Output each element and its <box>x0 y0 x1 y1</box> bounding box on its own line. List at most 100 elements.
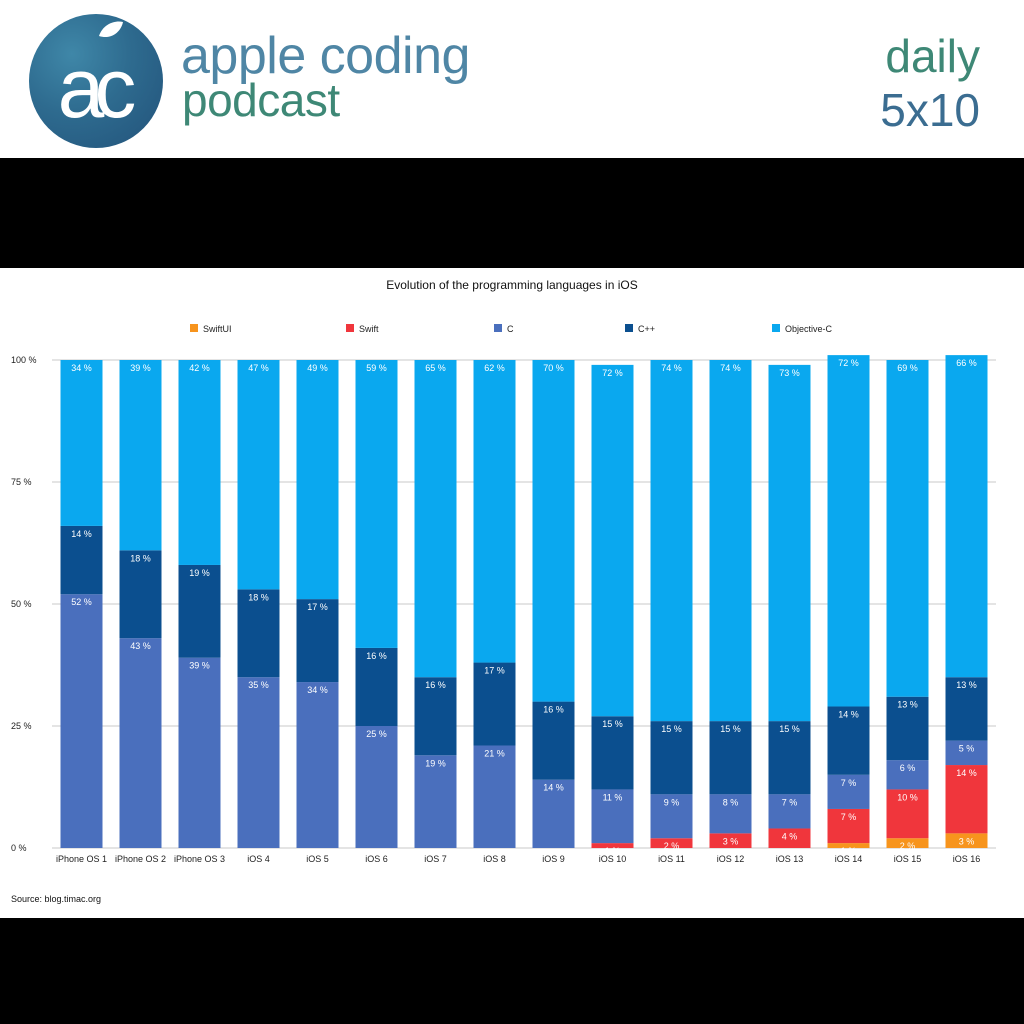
bar-segment-cpp <box>414 677 457 756</box>
bar-segment-c <box>532 779 575 848</box>
data-label-swift: 4 % <box>782 831 798 841</box>
data-label-c: 52 % <box>71 597 92 607</box>
data-label-c: 19 % <box>425 758 446 768</box>
x-tick-label: iPhone OS 2 <box>115 854 166 864</box>
bar-segment-cpp <box>591 716 634 790</box>
y-tick-label: 75 % <box>11 477 32 487</box>
y-tick-label: 0 % <box>11 843 27 853</box>
data-label-swift: 2 % <box>664 841 680 851</box>
bar-segment-cpp <box>473 662 516 746</box>
data-label-cpp: 15 % <box>661 724 682 734</box>
data-label-c: 8 % <box>723 797 739 807</box>
data-label-objective-c: 34 % <box>71 363 92 373</box>
data-label-swiftui: 2 % <box>900 841 916 851</box>
bar-segment-swift <box>768 828 811 848</box>
bar-segment-cpp <box>827 706 870 775</box>
black-band-bottom <box>0 918 1024 1024</box>
data-label-cpp: 14 % <box>838 709 859 719</box>
bar-segment-objective-c <box>886 360 929 697</box>
podcast-logo: ac <box>29 14 163 148</box>
data-label-objective-c: 65 % <box>425 363 446 373</box>
x-tick-label: iOS 6 <box>365 854 388 864</box>
x-tick-label: iOS 10 <box>599 854 627 864</box>
data-label-c: 43 % <box>130 641 151 651</box>
y-tick-label: 25 % <box>11 721 32 731</box>
x-tick-label: iOS 11 <box>658 854 685 864</box>
data-label-c: 7 % <box>841 778 857 788</box>
x-tick-label: iOS 12 <box>717 854 745 864</box>
data-label-objective-c: 49 % <box>307 363 328 373</box>
bar-segment-swiftui <box>886 838 929 848</box>
bar-segment-cpp <box>296 599 339 683</box>
bar-segment-swift <box>945 765 988 834</box>
data-label-c: 21 % <box>484 749 505 759</box>
bar-segment-objective-c <box>296 360 339 600</box>
legend-swatch-cpp <box>625 324 633 332</box>
bar-segment-cpp <box>709 721 752 795</box>
data-label-swiftui: 3 % <box>959 836 975 846</box>
bar-segment-objective-c <box>591 364 634 717</box>
data-label-swift: 7 % <box>841 812 857 822</box>
data-label-c: 39 % <box>189 661 210 671</box>
bar-segment-objective-c <box>237 360 280 590</box>
bar-segment-swift <box>650 838 693 848</box>
data-label-cpp: 17 % <box>484 666 505 676</box>
data-label-cpp: 16 % <box>543 705 564 715</box>
podcast-header: ac apple coding podcast daily 5x10 <box>0 0 1024 158</box>
data-label-c: 11 % <box>603 792 623 802</box>
bar-segment-c <box>591 789 634 844</box>
data-label-cpp: 14 % <box>71 529 92 539</box>
data-label-cpp: 13 % <box>897 700 918 710</box>
data-label-objective-c: 73 % <box>779 368 800 378</box>
data-label-swift: 14 % <box>956 768 977 778</box>
bar-segment-c <box>827 774 870 809</box>
bar-segment-cpp <box>886 696 929 761</box>
brand-subtitle: podcast <box>182 74 340 126</box>
x-tick-label: iOS 16 <box>953 854 981 864</box>
data-label-swift: 1 % <box>605 846 621 856</box>
series-count: 5x10 <box>880 84 980 136</box>
legend-swatch-swiftui <box>190 324 198 332</box>
data-label-cpp: 15 % <box>779 724 800 734</box>
bar-segment-c <box>650 794 693 839</box>
data-label-objective-c: 66 % <box>956 358 977 368</box>
x-tick-label: iPhone OS 3 <box>174 854 225 864</box>
bar-segment-swift <box>591 843 634 848</box>
data-label-cpp: 19 % <box>189 568 210 578</box>
logo-lettering: ac <box>58 41 135 135</box>
bar-segment-objective-c <box>768 364 811 722</box>
x-tick-label: iOS 13 <box>776 854 804 864</box>
data-label-cpp: 17 % <box>307 602 328 612</box>
legend-swatch-swift <box>346 324 354 332</box>
bar-segment-objective-c <box>945 355 988 678</box>
bar-segment-objective-c <box>650 360 693 722</box>
data-label-cpp: 18 % <box>248 592 269 602</box>
y-tick-label: 100 % <box>11 355 37 365</box>
data-label-cpp: 13 % <box>956 680 977 690</box>
x-tick-label: iOS 7 <box>424 854 447 864</box>
bar-segment-c <box>237 677 280 848</box>
bar-segment-swift <box>886 789 929 839</box>
bar-segment-c <box>178 657 221 848</box>
data-label-objective-c: 47 % <box>248 363 269 373</box>
bar-segment-c <box>355 726 398 848</box>
data-label-cpp: 16 % <box>425 680 446 690</box>
data-label-cpp: 18 % <box>130 553 151 563</box>
legend-label-swiftui: SwiftUI <box>203 324 232 334</box>
data-label-objective-c: 72 % <box>602 368 623 378</box>
bar-segment-swift <box>709 833 752 848</box>
bar-segment-objective-c <box>473 360 516 663</box>
brand-title: apple coding <box>181 27 470 85</box>
bar-segment-cpp <box>60 525 103 595</box>
data-label-swiftui: 1 % <box>841 846 857 856</box>
chart-panel: Evolution of the programming languages i… <box>0 268 1024 918</box>
legend-label-swift: Swift <box>359 324 379 334</box>
bar-segment-c <box>945 740 988 766</box>
data-label-swift: 3 % <box>723 836 739 846</box>
data-label-cpp: 15 % <box>602 719 623 729</box>
x-tick-label: iOS 14 <box>835 854 863 864</box>
data-label-c: 9 % <box>664 797 680 807</box>
chart-title: Evolution of the programming languages i… <box>386 278 638 292</box>
data-label-c: 5 % <box>959 744 975 754</box>
x-tick-label: iOS 5 <box>306 854 329 864</box>
